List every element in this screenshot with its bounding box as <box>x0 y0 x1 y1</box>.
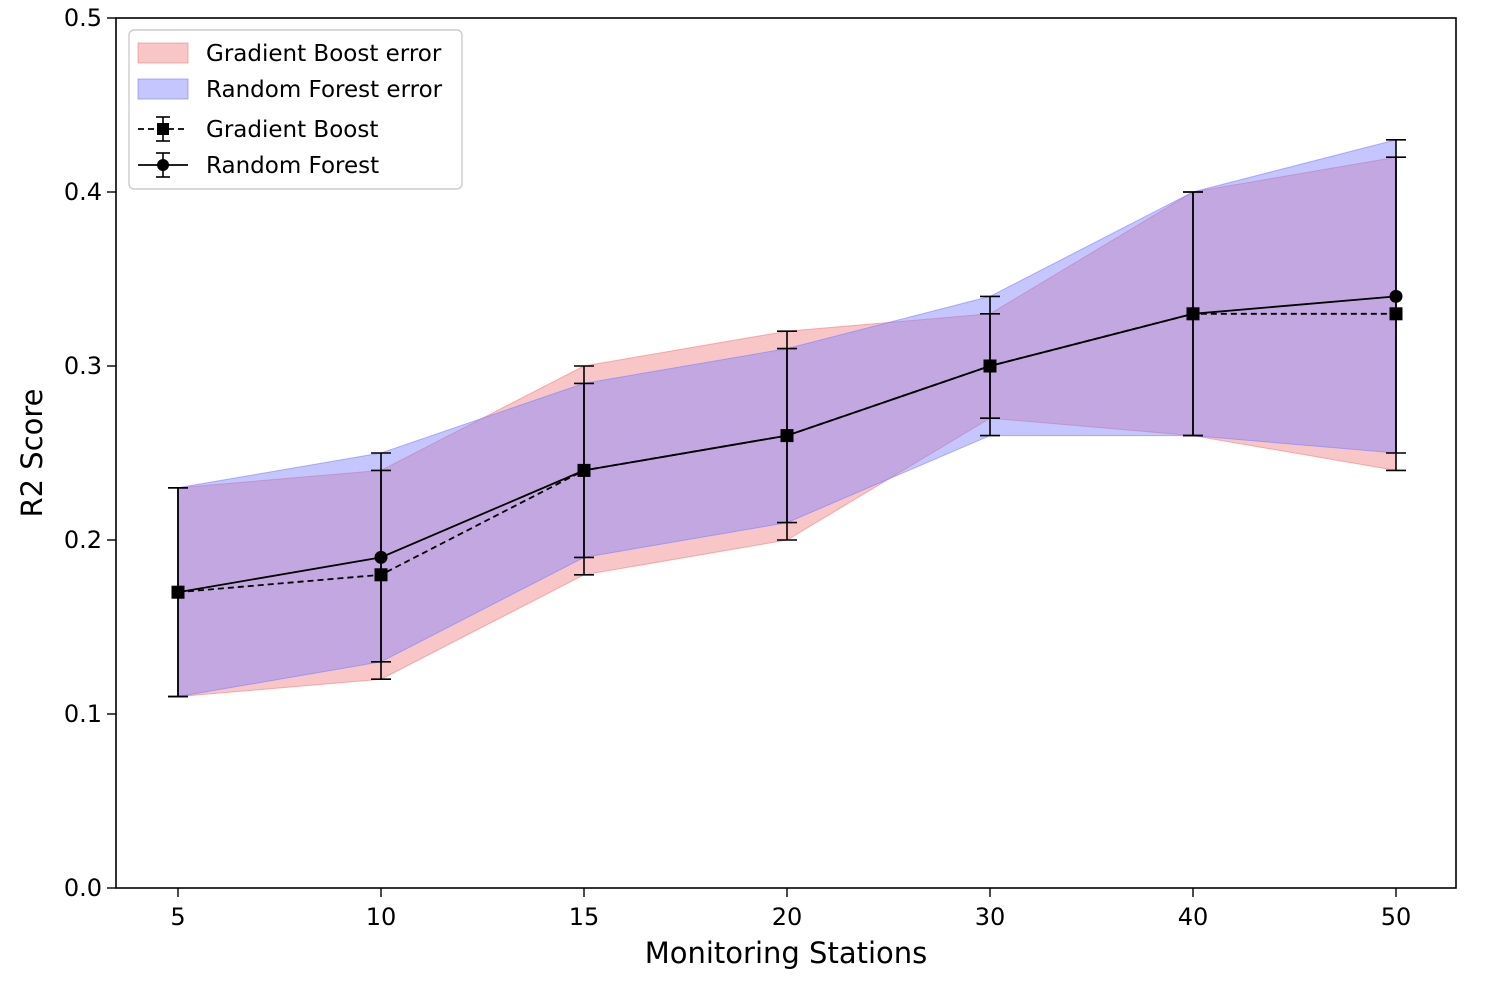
marker-0-4 <box>983 359 997 373</box>
y-tick-label-0: 0.0 <box>64 874 102 902</box>
y-tick-label-3: 0.3 <box>64 352 102 380</box>
series-markers <box>171 289 1403 599</box>
plot-frame <box>115 17 1457 889</box>
legend-label-3: Random Forest <box>206 153 379 179</box>
y-tick-label-4: 0.4 <box>64 178 102 206</box>
marker-0-5 <box>1186 307 1200 321</box>
legend-label-2: Gradient Boost <box>206 117 378 143</box>
legend-swatch-0 <box>137 42 189 64</box>
marker-0-0 <box>171 585 185 599</box>
marker-1-6 <box>1389 289 1403 303</box>
legend-box <box>128 29 463 190</box>
marker-0-3 <box>780 429 794 443</box>
legend-label-1: Random Forest error <box>206 77 443 103</box>
legend-marker-2 <box>157 123 169 135</box>
x-tick-label-1: 10 <box>366 903 397 931</box>
y-tick-label-1: 0.1 <box>64 700 102 728</box>
x-tick-label-0: 5 <box>170 903 185 931</box>
legend-label-0: Gradient Boost error <box>206 41 442 67</box>
legend: Gradient Boost error Random Forest error G… <box>128 29 463 190</box>
marker-0-2 <box>577 463 591 477</box>
y-axis: 0.0 0.1 0.2 0.3 0.4 0.5 <box>64 4 116 902</box>
x-tick-label-3: 20 <box>772 903 803 931</box>
marker-0-6 <box>1389 307 1403 321</box>
legend-swatch-1 <box>137 78 189 100</box>
marker-1-1 <box>374 550 388 564</box>
y-axis-title: R2 Score <box>15 388 49 517</box>
x-axis: 5 10 15 20 30 40 50 <box>170 888 1411 931</box>
x-tick-label-5: 40 <box>1178 903 1209 931</box>
y-tick-label-2: 0.2 <box>64 526 102 554</box>
x-tick-label-2: 15 <box>569 903 600 931</box>
legend-marker-3 <box>157 159 169 171</box>
x-tick-label-6: 50 <box>1381 903 1412 931</box>
marker-0-1 <box>374 568 388 582</box>
x-tick-label-4: 30 <box>975 903 1006 931</box>
y-tick-label-5: 0.5 <box>64 4 102 32</box>
x-axis-title: Monitoring Stations <box>645 936 928 970</box>
